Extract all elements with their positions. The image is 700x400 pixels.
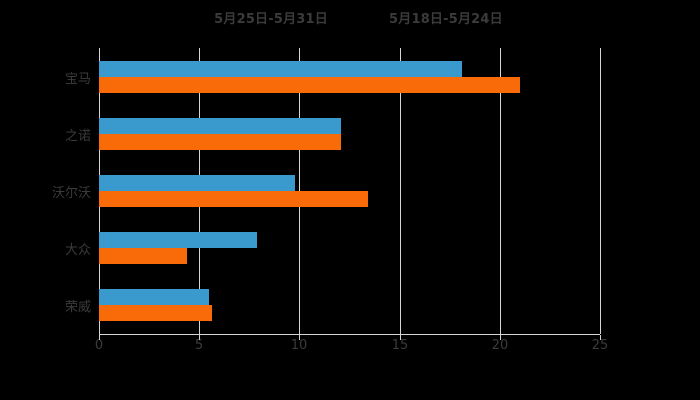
x-axis-tick xyxy=(500,335,501,340)
y-axis-tick-labels: 宝马之诺沃尔沃大众荣威 xyxy=(7,48,91,334)
x-axis-label-4: 20 xyxy=(491,338,509,353)
y-axis-label-2: 沃尔沃 xyxy=(51,186,91,201)
bar[interactable] xyxy=(99,77,520,93)
gridline xyxy=(600,48,601,334)
chart-legend: 5月25日-5月31日 5月18日-5月24日 xyxy=(0,8,700,27)
gridline xyxy=(400,48,401,334)
y-axis-label-4: 荣威 xyxy=(64,300,91,315)
x-axis-tick-labels: 0 5 10 15 20 25 xyxy=(95,338,608,360)
bar-group xyxy=(99,232,600,264)
x-axis-label-0: 0 xyxy=(94,338,104,353)
x-axis-tick xyxy=(600,335,601,340)
gridline xyxy=(500,48,501,334)
x-axis-line xyxy=(99,334,600,335)
bar-group xyxy=(99,289,600,321)
bar[interactable] xyxy=(99,289,210,305)
plot-area xyxy=(99,48,601,334)
x-axis-tick xyxy=(299,335,300,340)
bar[interactable] xyxy=(99,191,368,207)
x-axis-tick xyxy=(400,335,401,340)
x-axis-label-5: 25 xyxy=(591,338,609,353)
x-axis-label-2: 10 xyxy=(290,338,308,353)
legend-item-series-b[interactable]: 5月18日-5月24日 xyxy=(372,8,503,27)
bar-group xyxy=(99,61,600,93)
legend-marker-circle-icon xyxy=(197,13,207,23)
bar[interactable] xyxy=(99,248,188,264)
legend-marker-square-icon xyxy=(372,13,382,23)
bar[interactable] xyxy=(99,118,342,134)
bar[interactable] xyxy=(99,61,462,77)
bar-group xyxy=(99,118,600,150)
bar[interactable] xyxy=(99,175,296,191)
y-axis-label-3: 大众 xyxy=(64,243,91,258)
x-axis-tick xyxy=(199,335,200,340)
bar[interactable] xyxy=(99,305,213,321)
legend-label-series-b: 5月18日-5月24日 xyxy=(389,12,503,27)
x-axis-label-1: 5 xyxy=(194,338,204,353)
legend-item-series-a[interactable]: 5月25日-5月31日 xyxy=(197,8,328,27)
bar-group xyxy=(99,175,600,207)
bar[interactable] xyxy=(99,134,342,150)
x-axis-label-3: 15 xyxy=(391,338,409,353)
x-axis-tick xyxy=(99,335,100,340)
bar[interactable] xyxy=(99,232,258,248)
legend-label-series-a: 5月25日-5月31日 xyxy=(214,12,328,27)
y-axis-label-0: 宝马 xyxy=(64,72,91,87)
y-axis-label-1: 之诺 xyxy=(64,129,91,144)
